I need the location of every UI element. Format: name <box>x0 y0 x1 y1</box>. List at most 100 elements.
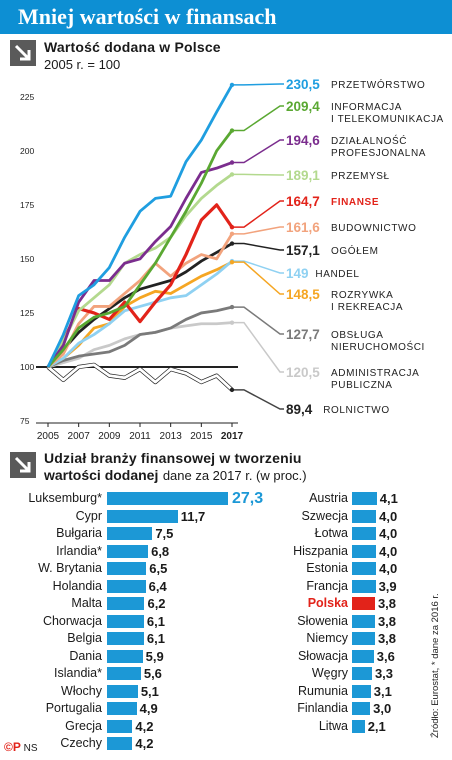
bar <box>352 667 372 680</box>
series-end-dot <box>229 82 235 88</box>
series-leader-line <box>232 226 284 235</box>
series-leader-line <box>232 200 284 228</box>
bar-category-label: Litwa <box>318 718 348 733</box>
section1-subtitle: 2005 r. = 100 <box>44 57 121 72</box>
series-end-dot <box>229 231 235 237</box>
bar <box>352 649 374 663</box>
series-leader-line <box>232 321 284 373</box>
series-name-label: HANDEL <box>315 269 359 280</box>
bar-row: Rumunia 3,1 <box>0 683 452 701</box>
series-leader-line <box>232 173 284 176</box>
y-tick-label: 75 <box>20 416 30 426</box>
bar-row: Litwa 2,1 <box>0 718 452 736</box>
bar <box>107 492 228 505</box>
bar-row: Austria 4,1 <box>0 490 452 508</box>
bar-category-label: Chorwacja <box>42 613 102 628</box>
bar-category-label: Finlandia <box>297 701 348 715</box>
bar-row: Słowenia 3,8 <box>0 613 452 631</box>
section2-title-line1: Udział branży finansowej w tworzeniu <box>44 450 302 466</box>
bar <box>352 614 375 628</box>
bar-value-label: 4,0 <box>379 561 398 576</box>
section2-title-line2: wartości dodanej <box>44 467 159 483</box>
bar-value-label: 3,8 <box>377 596 397 611</box>
section1-title: Wartość dodana w Polsce <box>44 39 221 55</box>
series-value-label: 157,1 <box>286 243 320 258</box>
line-chart: 75 100 125 150 175 200 225 2005 2007 2009 2011 2013… <box>20 77 443 442</box>
series-name-label: PRZEMYSŁ <box>331 171 390 182</box>
bar-row: Luksemburg* 27,3 <box>0 490 452 508</box>
bar-row: Islandia* 5,6 <box>0 665 452 683</box>
series-name-label: ADMINISTRACJA <box>331 368 419 379</box>
series-name-label: NIERUCHOMOŚCI <box>331 340 425 353</box>
series-leader-line <box>232 389 284 410</box>
bar-category-label: Polska <box>307 596 348 610</box>
series-value-label: 164,7 <box>286 194 320 209</box>
bar-value-label: 6,4 <box>148 578 167 594</box>
series-line <box>46 242 233 368</box>
series-value-label: 161,6 <box>286 220 320 235</box>
y-tick-label: 125 <box>20 308 34 318</box>
author-initials: NS <box>23 743 38 754</box>
section2-title-row: wartości dodanej dane za 2017 r. (w proc… <box>44 467 307 485</box>
series-value-label: 148,5 <box>286 287 320 302</box>
series-line <box>47 305 233 369</box>
x-tick-label: 2005 <box>37 431 60 442</box>
bar-value-label: 3,1 <box>373 683 392 699</box>
x-tick-label: 2007 <box>68 431 91 442</box>
bar-value-label: 6,5 <box>149 561 168 576</box>
series-value-label: 189,1 <box>286 168 320 183</box>
bar <box>107 544 149 558</box>
publisher-logo: ©P <box>4 740 21 754</box>
series-end-dot <box>229 320 235 325</box>
bar <box>107 667 141 680</box>
bar-value-label: 3,3 <box>374 666 394 681</box>
bar-category-label: Francja <box>306 578 348 593</box>
bar-value-label: 4,9 <box>139 701 158 716</box>
bar <box>107 509 178 523</box>
series-name-label: FINANSE <box>331 197 379 208</box>
bar <box>107 632 144 645</box>
credit: ©P NS <box>4 740 38 754</box>
bar-row: Niemcy 3,8 <box>0 630 452 648</box>
series-line <box>46 161 233 368</box>
series-name-label: ROLNICTWO <box>323 405 390 416</box>
bar-row: Hiszpania 4,0 <box>0 543 452 561</box>
bar-category-label: Luksemburg* <box>28 491 102 505</box>
bar-category-label: Hiszpania <box>293 543 348 558</box>
series-end-dot <box>229 224 235 230</box>
series-end-dot <box>229 387 235 393</box>
bar <box>352 562 377 575</box>
series-value-label: 194,6 <box>286 133 320 148</box>
bar-value-label: 6,2 <box>147 596 166 611</box>
bar-category-label: Estonia <box>306 561 348 575</box>
bar <box>107 719 133 733</box>
arrow-down-right-icon <box>10 40 36 66</box>
series-name-label: PROFESJONALNA <box>331 148 426 159</box>
x-tick-label: 2017 <box>221 431 244 442</box>
bar <box>352 597 375 610</box>
bar <box>107 597 145 610</box>
bar-category-label: Islandia* <box>54 666 102 680</box>
bar-row: Polska 3,8 <box>0 595 452 613</box>
bar-category-label: Węgry <box>311 666 348 680</box>
series-name-label: I REKREACJA <box>331 302 403 313</box>
series-leader-line <box>232 260 284 274</box>
bar-category-label: Belgia <box>67 631 102 645</box>
bar-value-label: 5,6 <box>143 666 162 681</box>
bar-row: Węgry 3,3 <box>0 665 452 683</box>
bar-value-label: 6,1 <box>146 613 165 629</box>
bar-value-label: 2,1 <box>367 718 386 734</box>
bar-value-label: 3,0 <box>373 701 392 716</box>
bar-value-label: 4,0 <box>379 543 398 559</box>
bar-row: Irlandia* 6,8 <box>0 543 452 561</box>
series-leader-line <box>232 306 284 335</box>
bar-row: Dania 5,9 <box>0 648 452 666</box>
series-leader-line <box>232 242 284 251</box>
bar <box>352 527 377 540</box>
bar-chart: Luksemburg* 27,3 Cypr 11,7 Bułgaria 7,5 Irland… <box>0 490 452 758</box>
section2-subtitle: dane za 2017 r. (w proc.) <box>162 468 307 483</box>
x-tick-label: 2011 <box>129 431 151 442</box>
bar-value-label: 3,6 <box>376 648 395 664</box>
bar-row: Malta 6,2 <box>0 595 452 613</box>
bar <box>352 719 365 733</box>
